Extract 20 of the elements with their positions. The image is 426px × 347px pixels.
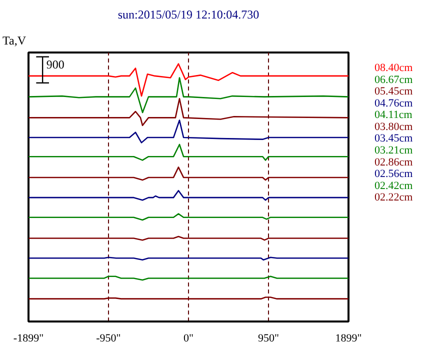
x-tick-label: 0" xyxy=(184,332,194,344)
text: 04.11cm xyxy=(374,109,413,122)
y-axis-title: Ta,V xyxy=(2,34,26,48)
annotation: 900 xyxy=(46,57,64,72)
text: 02.86cm xyxy=(374,156,414,168)
x-tick-label: 1899" xyxy=(335,332,362,344)
chart-title: sun:2015/05/19 12:10:04.730 xyxy=(118,8,260,22)
text: 03.21cm xyxy=(374,144,414,156)
text: 06.67cm xyxy=(374,74,414,86)
x-tick-label: 950" xyxy=(258,332,280,344)
x-tick-label: -1899" xyxy=(13,332,44,344)
text: 03.45cm xyxy=(374,132,414,145)
text: 03.80cm xyxy=(374,120,414,133)
x-tick-label: -950" xyxy=(96,332,121,344)
text: 02.56cm xyxy=(374,168,414,180)
text: 04.76cm xyxy=(374,97,414,110)
text: 02.22cm xyxy=(374,192,414,204)
text: 08.40cm xyxy=(374,62,414,74)
text: 05.45cm xyxy=(374,86,414,98)
text: 02.42cm xyxy=(374,180,414,192)
